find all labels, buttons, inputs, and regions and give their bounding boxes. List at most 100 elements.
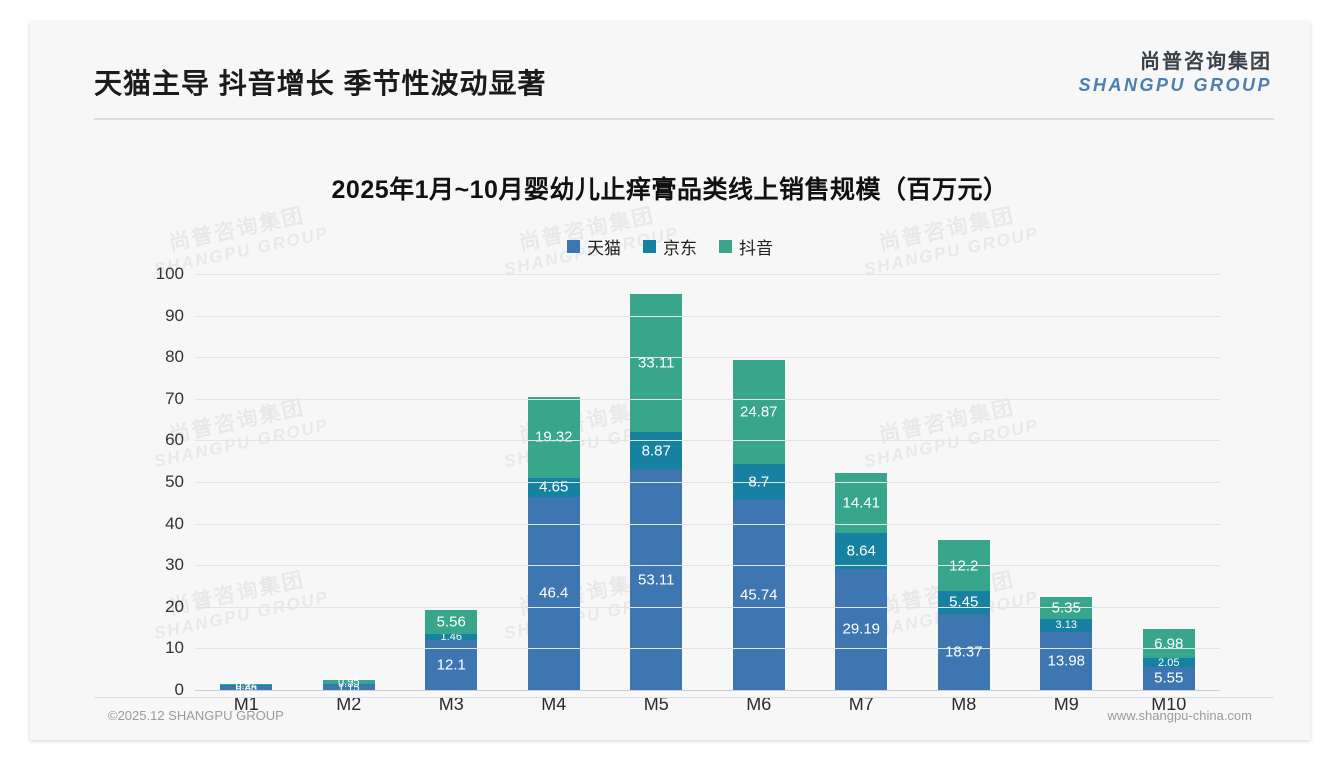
legend-item-京东[interactable]: 京东 — [643, 234, 697, 259]
gridline — [195, 357, 1220, 359]
bar-segment-天猫[interactable]: 18.37 — [937, 613, 990, 690]
bar-column-M7[interactable]: 29.19 8.64 14.41 — [810, 274, 913, 690]
bar-segment-抖音[interactable]: 0.95 — [322, 676, 375, 688]
bar-stack: 18.37 5.45 12.2 — [937, 540, 990, 690]
bar-segment-京东[interactable]: 8.64 — [835, 532, 888, 569]
x-axis-label-M8: M8 — [951, 694, 977, 714]
gridline — [195, 523, 1220, 525]
x-axis-label-M7: M7 — [848, 694, 874, 714]
bar-value-label: 0.42 — [235, 678, 257, 691]
legend-swatch-icon — [719, 240, 732, 253]
legend-swatch-icon — [567, 240, 580, 253]
bar-stack: 53.11 8.87 33.11 — [630, 294, 683, 690]
bar-segment-抖音[interactable]: 6.98 — [1142, 629, 1195, 659]
bar-segment-天猫[interactable]: 13.98 — [1040, 631, 1093, 690]
y-axis-tick: 50 — [165, 472, 184, 491]
x-axis-label-M9: M9 — [1053, 694, 1079, 714]
bar-value-label: 46.4 — [539, 584, 569, 602]
x-axis-label-M10: M10 — [1151, 694, 1187, 714]
gridline — [195, 398, 1220, 400]
x-axis-label-M5: M5 — [643, 694, 669, 714]
chart-plot-area: 0.88 0.24 0.42 1.15 0.35 0.95 12.1 1.46 5.56 46.4… — [156, 264, 1221, 699]
footer-copyright: ©2025.12 SHANGPU GROUP — [108, 708, 284, 723]
bar-column-M10[interactable]: 5.55 2.05 6.98 — [1118, 274, 1221, 690]
bar-column-M3[interactable]: 12.1 1.46 5.56 — [400, 274, 503, 690]
bar-segment-抖音[interactable]: 33.11 — [630, 294, 683, 433]
bar-value-label: 24.87 — [739, 403, 778, 421]
bar-segment-抖音[interactable]: 0.42 — [220, 678, 273, 690]
bar-value-label: 5.45 — [949, 593, 979, 611]
bar-segment-天猫[interactable]: 53.11 — [630, 469, 683, 690]
bar-segment-京东[interactable]: 1.46 — [425, 631, 478, 643]
bar-stack: 12.1 1.46 5.56 — [425, 610, 478, 690]
bar-value-label: 4.65 — [539, 478, 569, 496]
bar-segment-天猫[interactable]: 5.55 — [1142, 666, 1195, 690]
bar-segment-天猫[interactable]: 45.74 — [732, 499, 785, 690]
bar-segment-京东[interactable]: 0.24 — [220, 680, 273, 692]
bar-value-label: 13.98 — [1047, 652, 1086, 670]
bar-value-label: 5.55 — [1154, 669, 1184, 687]
bar-value-label: 5.56 — [436, 613, 466, 631]
footer-divider — [94, 697, 1274, 698]
y-axis-tick: 60 — [165, 430, 184, 450]
bar-value-label: 0.24 — [235, 679, 257, 692]
bar-stack: 13.98 3.13 5.35 — [1040, 596, 1093, 690]
bar-segment-抖音[interactable]: 5.56 — [425, 610, 478, 634]
bar-value-label: 53.11 — [638, 571, 675, 589]
bar-value-label: 8.87 — [641, 442, 671, 460]
bar-segment-京东[interactable]: 8.87 — [630, 432, 683, 470]
bar-value-label: 6.98 — [1154, 635, 1184, 653]
y-axis-tick: 80 — [165, 347, 184, 367]
chart-title: 2025年1月~10月婴幼儿止痒膏品类线上销售规模（百万元） — [331, 176, 1009, 204]
bar-segment-京东[interactable]: 3.13 — [1040, 618, 1093, 632]
legend-label: 京东 — [663, 239, 697, 258]
bar-value-label: 0.95 — [338, 675, 360, 688]
gridline — [195, 565, 1220, 567]
legend-item-天猫[interactable]: 天猫 — [567, 234, 621, 259]
bar-segment-抖音[interactable]: 24.87 — [732, 360, 785, 464]
legend-label: 天猫 — [587, 239, 621, 258]
legend-label: 抖音 — [739, 239, 773, 258]
bar-segment-京东[interactable]: 8.7 — [732, 463, 785, 500]
bar-stack: 45.74 8.7 24.87 — [732, 360, 785, 690]
legend-item-抖音[interactable]: 抖音 — [719, 234, 773, 259]
gridline — [195, 690, 1220, 691]
bar-segment-天猫[interactable]: 12.1 — [425, 639, 478, 690]
y-axis-tick: 30 — [165, 555, 184, 575]
y-axis-tick: 10 — [165, 638, 184, 658]
x-axis-label-M3: M3 — [438, 694, 464, 714]
bar-stack: 0.88 0.24 0.42 — [220, 678, 273, 694]
bar-stack: 29.19 8.64 14.41 — [835, 472, 888, 690]
brand-logo: 尚普咨询集团 SHANGPU GROUP — [1078, 52, 1272, 94]
gridline — [195, 274, 1220, 275]
bar-value-label: 3.13 — [1055, 619, 1077, 632]
bar-segment-天猫[interactable]: 29.19 — [835, 568, 888, 690]
bar-column-M8[interactable]: 18.37 5.45 12.2 — [913, 274, 1016, 690]
header-divider — [94, 118, 1274, 120]
bar-value-label: 14.41 — [842, 494, 881, 512]
y-axis-tick: 100 — [155, 264, 184, 283]
bar-value-label: 29.19 — [842, 620, 881, 638]
gridline — [195, 440, 1220, 442]
bar-column-M5[interactable]: 53.11 8.87 33.11 — [605, 274, 708, 690]
logo-text-en: SHANGPU GROUP — [1078, 75, 1272, 95]
bar-segment-京东[interactable]: 5.45 — [937, 590, 990, 614]
bar-column-M2[interactable]: 1.15 0.35 0.95 — [298, 274, 401, 694]
bar-segment-天猫[interactable]: 46.4 — [527, 496, 580, 690]
bar-value-label: 18.37 — [944, 643, 983, 661]
bar-stack: 5.55 2.05 6.98 — [1142, 629, 1195, 690]
bar-stack: 46.4 4.65 19.32 — [527, 397, 580, 690]
bar-segment-抖音[interactable]: 19.32 — [527, 397, 580, 478]
bar-segment-京东[interactable]: 4.65 — [527, 477, 580, 497]
bar-column-M1[interactable]: 0.88 0.24 0.42 — [195, 274, 298, 694]
bar-value-label: 45.74 — [739, 586, 778, 604]
gridline — [195, 482, 1220, 483]
page-title: 天猫主导 抖音增长 季节性波动显著 — [94, 68, 547, 99]
footer-website: www.shangpu-china.com — [1107, 708, 1252, 723]
bar-column-M9[interactable]: 13.98 3.13 5.35 — [1015, 274, 1118, 690]
bar-column-M6[interactable]: 45.74 8.7 24.87 — [708, 274, 811, 690]
bar-column-M4[interactable]: 46.4 4.65 19.32 — [503, 274, 606, 690]
bar-value-label: 33.11 — [638, 354, 675, 372]
bar-segment-京东[interactable]: 2.05 — [1142, 657, 1195, 669]
x-axis-label-M1: M1 — [233, 694, 259, 714]
